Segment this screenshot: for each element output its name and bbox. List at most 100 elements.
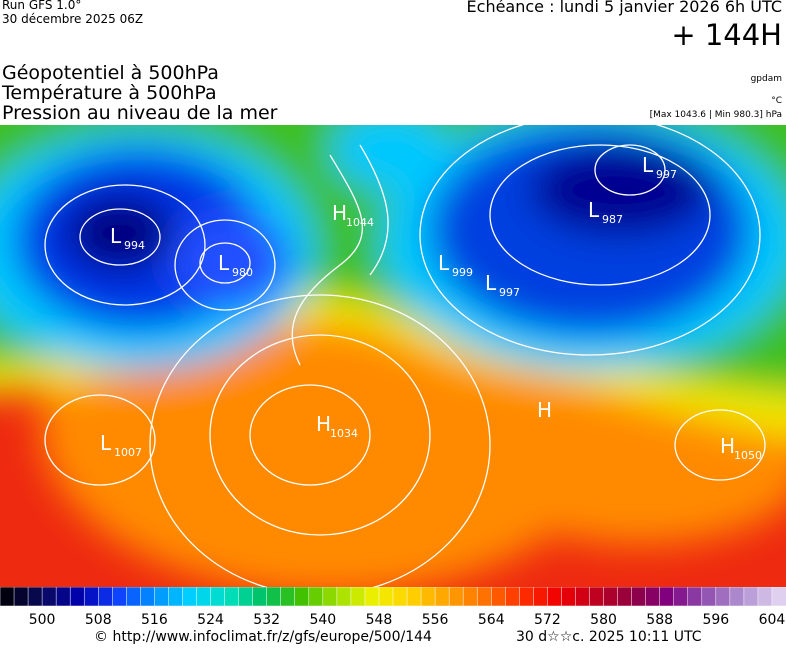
colorbar-swatch (0, 587, 15, 607)
colorbar-tick-label: 588 (646, 612, 673, 628)
temperature-field (0, 125, 786, 587)
colorbar-swatch (126, 587, 142, 607)
field-label: Pression au niveau de la mer (2, 102, 278, 124)
field-label: Température à 500hPa (2, 82, 217, 104)
colorbar-swatch (603, 587, 619, 607)
center-pressure: 997 (656, 168, 677, 181)
colorbar-swatch (701, 587, 717, 607)
colorbar-swatch (13, 587, 29, 607)
lead-time: + 144H (671, 18, 782, 52)
colorbar-tick-label: 532 (253, 612, 280, 628)
colorbar-swatch (434, 587, 450, 607)
colorbar-swatch (55, 587, 71, 607)
unit-label: °C (771, 96, 782, 106)
colorbar-swatch (364, 587, 380, 607)
colorbar-swatch (196, 587, 212, 607)
center-letter: L (485, 271, 497, 295)
colorbar-swatch (715, 587, 731, 607)
colorbar-swatch (476, 587, 493, 607)
colorbar-tick-label: 564 (478, 612, 505, 628)
colorbar-swatch (350, 587, 366, 607)
colorbar-swatch (41, 587, 57, 607)
center-letter: L (218, 251, 230, 275)
timestamp: 30 d☆☆c. 2025 10:11 UTC (516, 629, 702, 645)
colorbar-tick-label: 508 (85, 612, 112, 628)
colorbar-swatch (659, 587, 675, 607)
colorbar-swatch (673, 587, 689, 607)
colorbar-swatch (687, 587, 703, 607)
colorbar-swatch (406, 587, 422, 607)
colorbar-swatch (224, 587, 240, 607)
center-letter: L (588, 198, 600, 222)
center-pressure: 999 (452, 266, 473, 279)
field-label: Géopotentiel à 500hPa (2, 62, 219, 84)
colorbar: 500 508 516 524 532 540 548 556 564 572 580 588 596 6… (0, 587, 786, 628)
colorbar-swatch (322, 587, 338, 607)
center-letter: L (110, 224, 122, 248)
colorbar-swatch (561, 587, 577, 607)
center-letter: H (332, 201, 347, 225)
colorbar-swatch (547, 587, 563, 607)
colorbar-swatch (210, 587, 226, 607)
colorbar-swatch (392, 587, 408, 607)
colorbar-swatch (743, 587, 759, 607)
colorbar-swatch (27, 587, 43, 607)
colorbar-swatch (533, 587, 549, 607)
colorbar-swatch (771, 587, 786, 607)
center-letter: H (720, 434, 735, 458)
colorbar-swatch (420, 587, 436, 607)
colorbar-swatch (182, 587, 198, 607)
colorbar-swatch (519, 587, 535, 607)
colorbar-tick-label: 540 (309, 612, 336, 628)
source-url: © http://www.infoclimat.fr/z/gfs/europe/… (94, 629, 432, 645)
colorbar-tick-label: 548 (366, 612, 393, 628)
colorbar-swatch (140, 587, 156, 607)
center-pressure: 1007 (114, 446, 142, 459)
colorbar-tick-label: 556 (422, 612, 449, 628)
center-pressure: 1034 (330, 427, 358, 440)
colorbar-swatch (168, 587, 184, 607)
colorbar-tick-label: 604 (759, 612, 786, 628)
colorbar-swatch (378, 587, 394, 607)
center-pressure: 997 (499, 286, 520, 299)
center-pressure: 980 (232, 266, 253, 279)
colorbar-tick-label: 572 (534, 612, 561, 628)
colorbar-tick-label: 580 (590, 612, 617, 628)
center-pressure: 1050 (734, 449, 762, 462)
center-pressure: 1044 (346, 216, 374, 229)
colorbar-tick-label: 524 (197, 612, 224, 628)
colorbar-swatch (645, 587, 661, 607)
colorbar-swatch (98, 587, 114, 607)
colorbar-swatch (238, 587, 254, 607)
isobars (44, 125, 766, 587)
colorbar-swatch (757, 587, 773, 607)
colorbar-swatch (336, 587, 352, 607)
colorbar-swatch (491, 587, 507, 607)
center-letter: H (316, 412, 331, 436)
unit-label: [Max 1043.6 | Min 980.3] hPa (649, 110, 782, 120)
colorbar-tick-label: 500 (29, 612, 56, 628)
run-date: 30 décembre 2025 06Z (2, 12, 144, 26)
colorbar-tick-label: 596 (702, 612, 729, 628)
colorbar-swatch (308, 587, 324, 607)
valid-time: Echéance : lundi 5 janvier 2026 6h UTC (466, 0, 782, 16)
center-letter: H (537, 398, 552, 422)
colorbar-swatch (252, 587, 268, 607)
colorbar-swatch (462, 587, 478, 607)
colorbar-swatch (112, 587, 128, 607)
center-letter: L (100, 431, 112, 455)
colorbar-swatch (83, 587, 100, 607)
colorbar-swatch (589, 587, 605, 607)
center-letter: L (642, 153, 654, 177)
colorbar-swatch (266, 587, 282, 607)
colorbar-swatch (505, 587, 521, 607)
colorbar-tick-label: 516 (141, 612, 168, 628)
colorbar-swatch (729, 587, 745, 607)
colorbar-swatch (631, 587, 647, 607)
colorbar-swatch (280, 587, 296, 607)
center-letter: L (438, 251, 450, 275)
unit-label: gpdam (750, 74, 782, 84)
colorbar-swatch (154, 587, 170, 607)
